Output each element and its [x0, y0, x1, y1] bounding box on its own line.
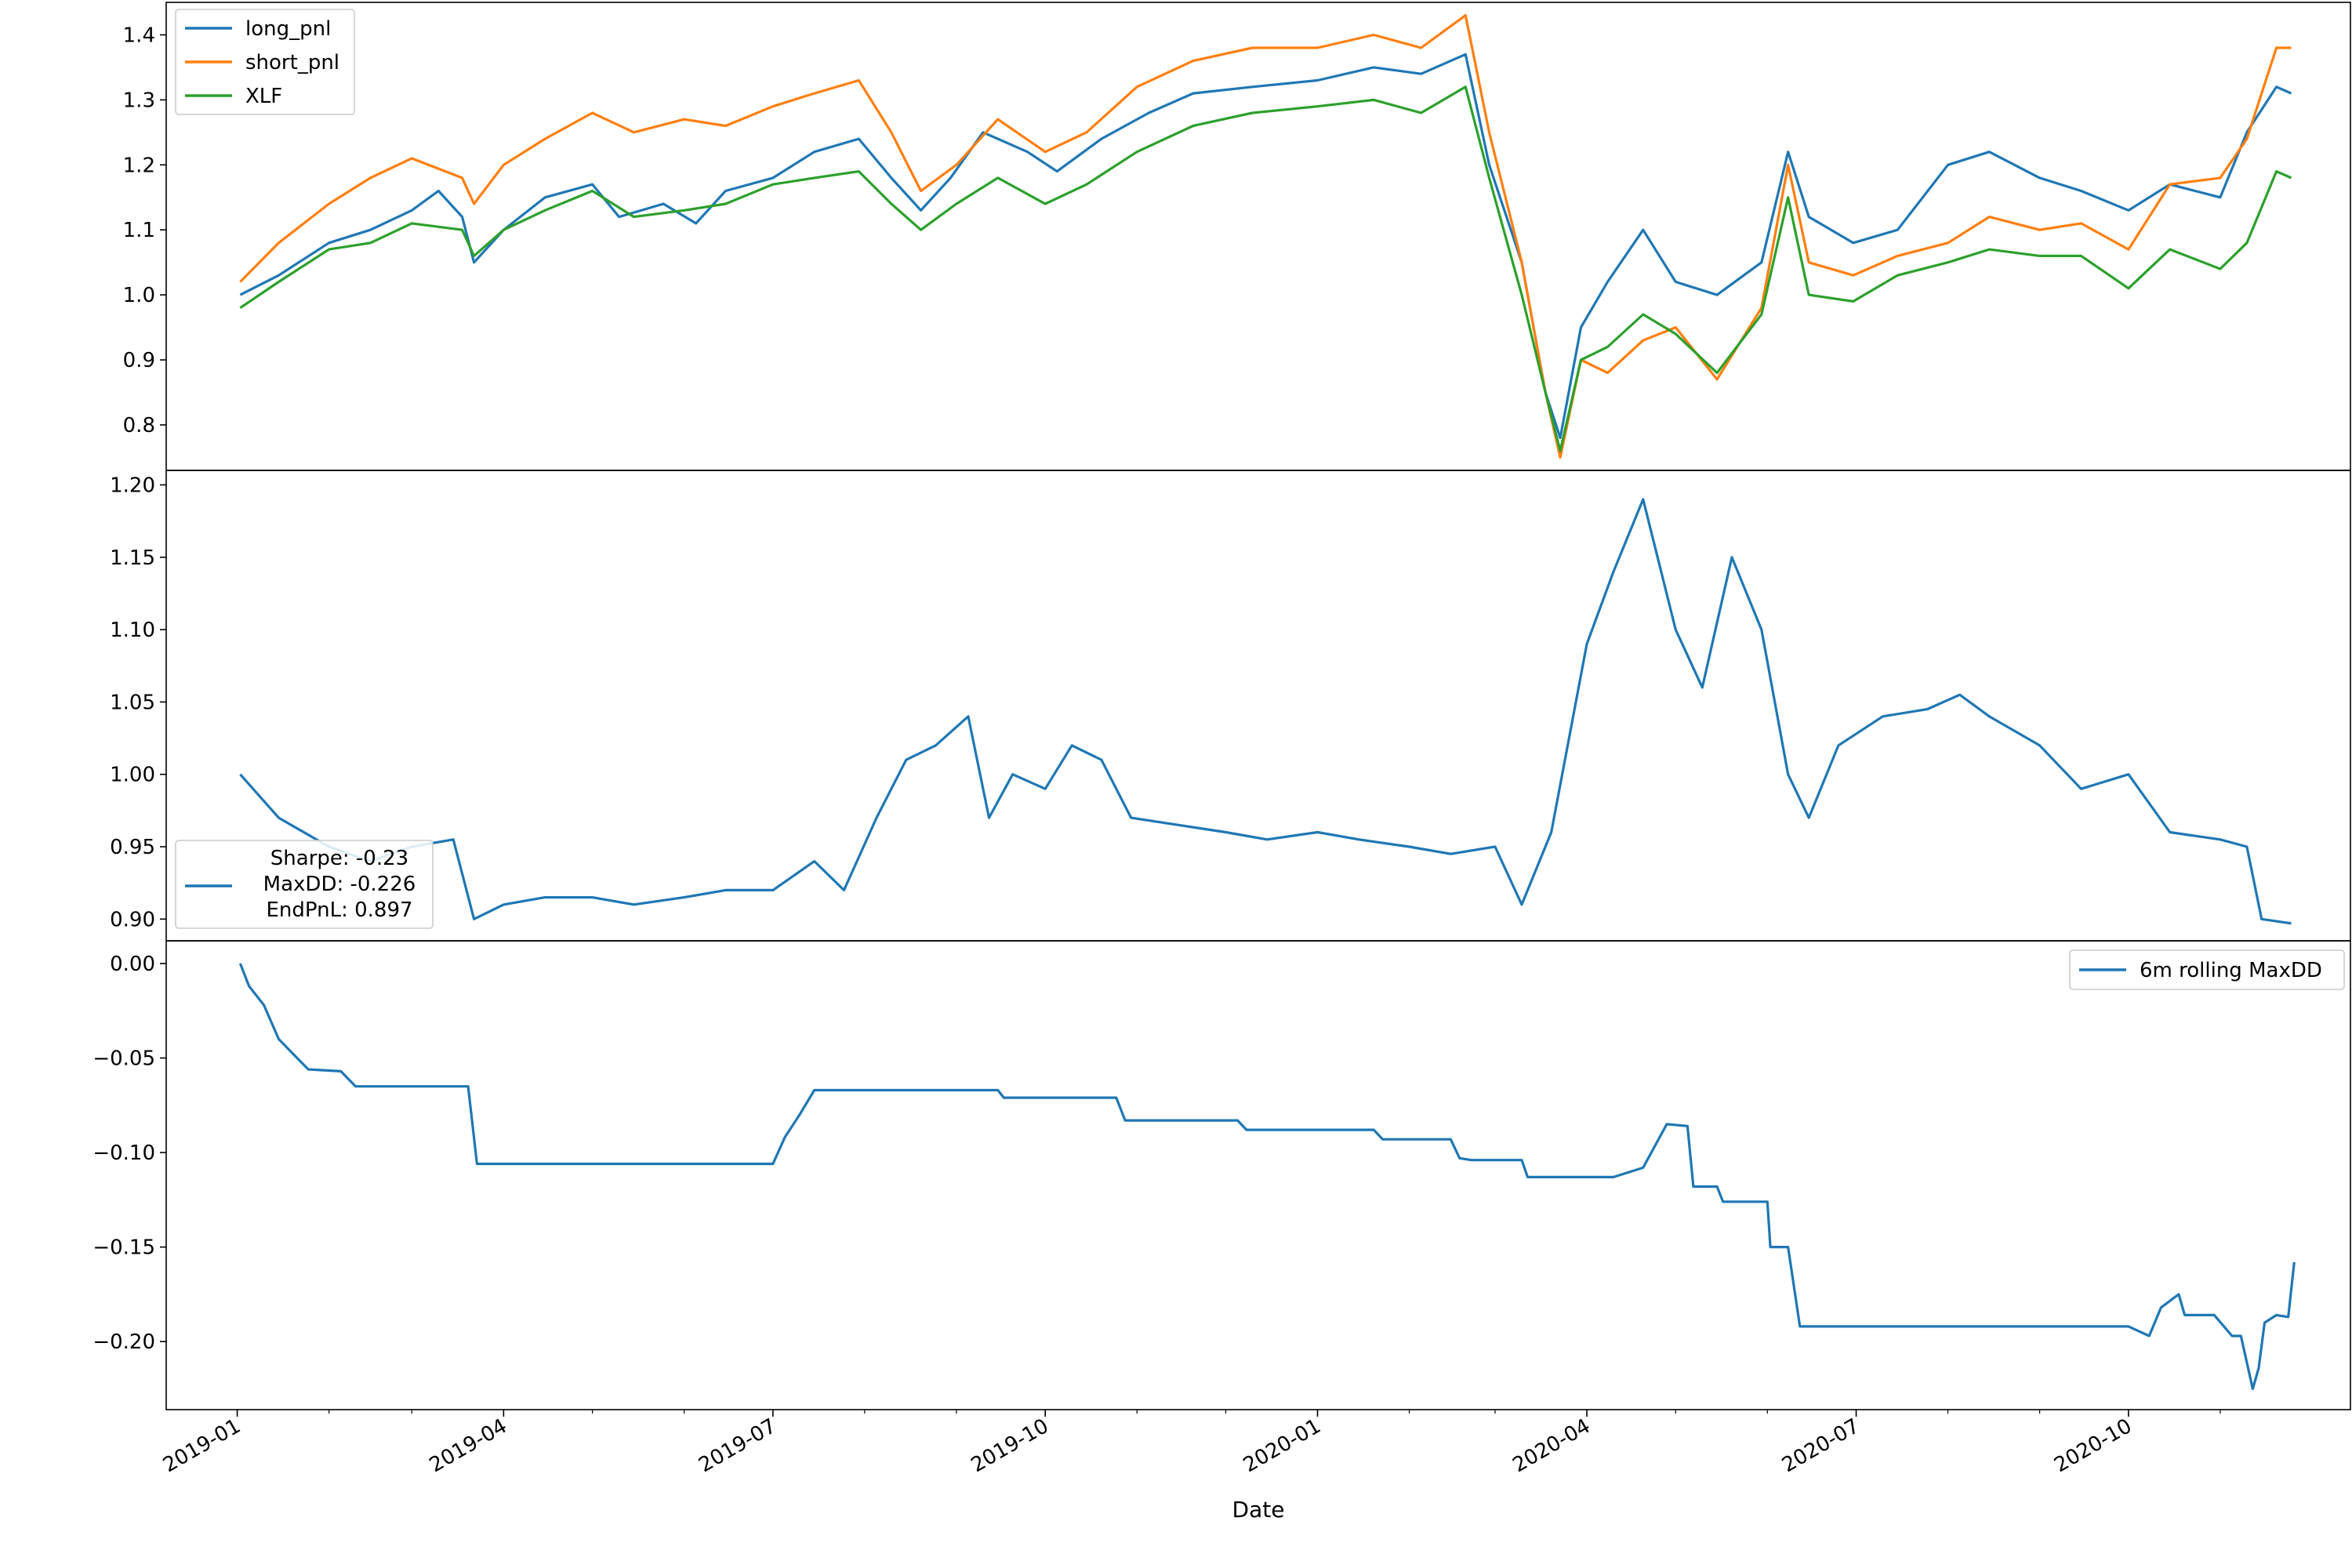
- y-axis-maxdd: 0.00 −0.05 −0.10 −0.15 −0.20: [93, 953, 166, 1354]
- series-line-top-2: [239, 85, 2292, 452]
- y-tick-label-bottom-4: −0.20: [93, 1330, 155, 1354]
- series-line-bottom-0: [238, 963, 2296, 1391]
- plot-area-maxdd: [165, 940, 2351, 1410]
- series-line-top-0: [239, 53, 2292, 440]
- y-tick-label-middle-2: 1.00: [110, 764, 155, 787]
- y-tick-label-middle-6: 1.20: [110, 474, 155, 497]
- legend-stats-line-0: Sharpe: -0.23: [270, 847, 408, 870]
- legend-label-short_pnl: short_pnl: [245, 51, 339, 74]
- legend-maxdd: 6m rolling MaxDD: [2069, 949, 2345, 990]
- y-axis-cumulative: 0.90 0.95 1.00 1.05 1.10 1.15 1.20: [110, 474, 166, 931]
- y-tick-label-bottom-0: 0.00: [110, 953, 155, 976]
- legend-label-maxdd: 6m rolling MaxDD: [2140, 959, 2322, 982]
- panel-pnl: 0.8 0.9 1.0 1.1 1.2 1.3 1.4 long_pnl short_pnl X…: [123, 2, 2351, 471]
- y-tick-label-top-1: 0.9: [123, 349, 155, 372]
- x-axis-label: Date: [1232, 1497, 1285, 1523]
- legend-label-long_pnl: long_pnl: [245, 17, 331, 41]
- y-tick-label-middle-5: 1.15: [110, 546, 155, 570]
- series-line-top-1: [239, 14, 2292, 459]
- axes-frame-bottom: [165, 940, 2351, 1410]
- y-tick-label-top-4: 1.2: [123, 154, 155, 177]
- y-tick-label-middle-3: 1.05: [110, 691, 155, 714]
- y-tick-label-bottom-3: −0.15: [93, 1236, 155, 1260]
- y-tick-label-middle-1: 0.95: [110, 836, 155, 859]
- y-tick-label-top-6: 1.4: [123, 24, 155, 47]
- legend-frame-stats: [175, 840, 434, 929]
- y-tick-label-top-3: 1.1: [123, 219, 155, 242]
- y-tick-label-bottom-1: −0.05: [93, 1047, 155, 1071]
- legend-frame-maxdd: [2069, 949, 2345, 990]
- plot-area-pnl: [165, 2, 2351, 471]
- legend-label-XLF: XLF: [245, 85, 282, 108]
- legend-pnl: long_pnl short_pnl XLF: [175, 9, 355, 115]
- legend-stats-line-2: EndPnL: 0.897: [266, 898, 412, 922]
- legend-frame-pnl: [175, 9, 355, 115]
- legend-stats-line-1: MaxDD: -0.226: [263, 873, 416, 896]
- panel-cumulative: 0.90 0.95 1.00 1.05 1.10 1.15 1.20 Sharpe: -0.…: [110, 470, 2351, 942]
- y-axis-pnl: 0.8 0.9 1.0 1.1 1.2 1.3 1.4: [123, 24, 166, 437]
- y-tick-label-middle-0: 0.90: [110, 908, 155, 931]
- series-line-middle-0: [239, 498, 2292, 925]
- y-tick-label-top-2: 1.0: [123, 284, 155, 307]
- y-tick-label-top-5: 1.3: [123, 89, 155, 112]
- y-tick-label-middle-4: 1.10: [110, 619, 155, 642]
- y-tick-label-bottom-2: −0.10: [93, 1142, 155, 1165]
- y-tick-label-top-0: 0.8: [123, 414, 155, 437]
